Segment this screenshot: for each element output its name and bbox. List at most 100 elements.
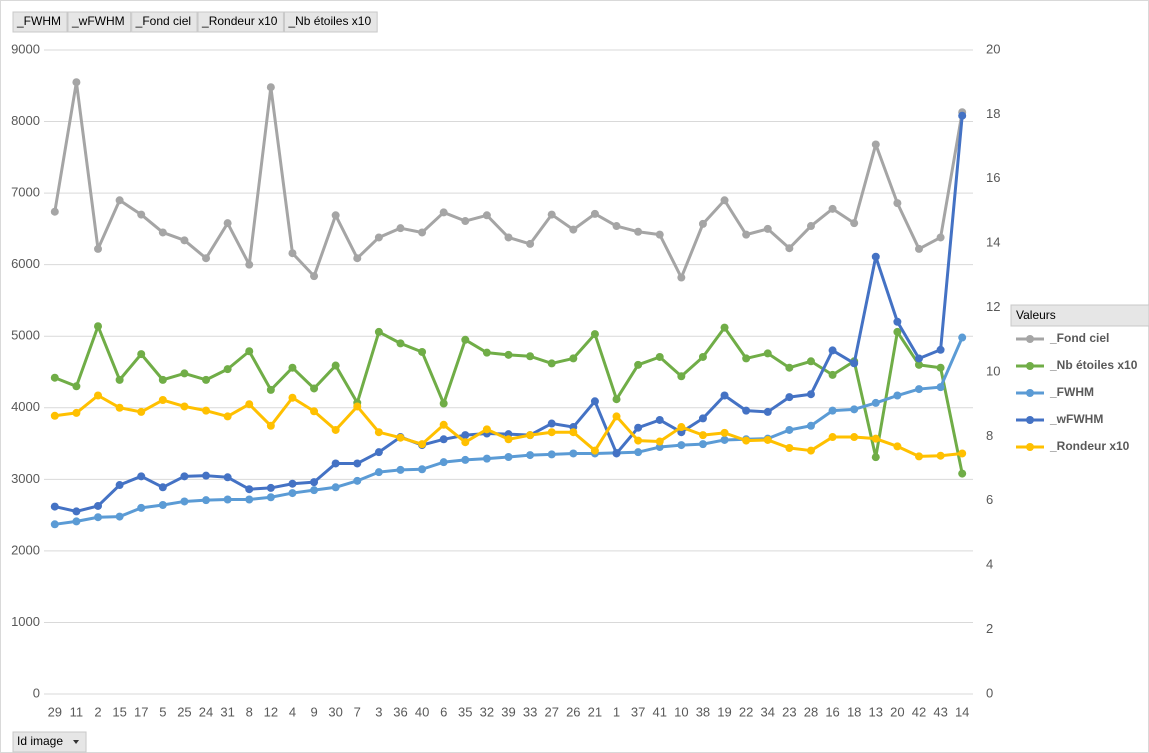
data-point [720, 435, 729, 444]
data-point [612, 449, 621, 458]
field-button[interactable]: _Nb étoiles x10 [283, 11, 378, 33]
data-point [439, 458, 448, 467]
y2-tick-label: 4 [986, 557, 993, 572]
data-point [482, 348, 491, 357]
data-point [72, 78, 81, 87]
data-point [785, 363, 794, 372]
data-point [94, 513, 103, 522]
data-point [310, 478, 319, 487]
data-point [612, 395, 621, 404]
data-point [547, 359, 556, 368]
x-tick-label: 15 [112, 704, 126, 719]
legend-label: _Rondeur x10 [1049, 439, 1130, 453]
data-point [418, 465, 427, 474]
data-point [655, 415, 664, 424]
data-point [655, 352, 664, 361]
legend-marker [1026, 335, 1034, 343]
legend-label: _FWHM [1049, 385, 1094, 399]
data-point [785, 393, 794, 402]
data-point [850, 359, 859, 368]
y-tick-label: 9000 [11, 41, 40, 56]
data-point [720, 196, 729, 205]
data-point [590, 209, 599, 218]
data-point [288, 363, 297, 372]
data-point [914, 354, 923, 363]
data-point [482, 425, 491, 434]
data-point [158, 396, 167, 405]
data-point [310, 272, 319, 281]
data-point [936, 233, 945, 242]
field-button[interactable]: _Fond ciel [131, 11, 198, 33]
x-tick-label: 33 [523, 704, 537, 719]
x-tick-label: 27 [544, 704, 558, 719]
field-button-label: _wFWHM [71, 14, 125, 28]
data-point [547, 210, 556, 219]
field-button-bg [67, 11, 132, 33]
data-point [547, 428, 556, 437]
data-point [785, 425, 794, 434]
x-tick-label: 2 [94, 704, 101, 719]
field-button-bg [131, 11, 198, 33]
field-button[interactable]: _Rondeur x10 [197, 11, 284, 33]
x-tick-label: 39 [501, 704, 515, 719]
field-button-label: _Nb étoiles x10 [287, 14, 371, 28]
data-point [634, 423, 643, 432]
x-tick-label: 35 [458, 704, 472, 719]
field-button[interactable]: _FWHM [12, 11, 68, 33]
data-point [698, 352, 707, 361]
data-point [245, 400, 254, 409]
data-point [763, 407, 772, 416]
data-point [158, 483, 167, 492]
data-point [828, 406, 837, 415]
axis-field-button-label: Id image [17, 734, 63, 748]
data-point [50, 411, 59, 420]
data-point [936, 345, 945, 354]
data-point [763, 349, 772, 358]
x-tick-label: 20 [890, 704, 904, 719]
y-tick-label: 7000 [11, 185, 40, 200]
data-point [590, 397, 599, 406]
data-point [115, 481, 124, 490]
x-tick-label: 25 [177, 704, 191, 719]
data-point [698, 219, 707, 228]
data-point [374, 327, 383, 336]
data-point [893, 442, 902, 451]
data-point [331, 425, 340, 434]
legend-marker [1026, 362, 1034, 370]
data-point [158, 228, 167, 237]
legend-label: _Fond ciel [1049, 331, 1109, 345]
data-point [245, 495, 254, 504]
data-point [266, 83, 275, 92]
data-point [936, 383, 945, 392]
data-point [137, 407, 146, 416]
data-point [677, 372, 686, 381]
data-point [526, 451, 535, 460]
field-button[interactable]: _wFWHM [67, 11, 132, 33]
data-point [137, 503, 146, 512]
x-tick-label: 18 [847, 704, 861, 719]
x-tick-label: 28 [804, 704, 818, 719]
data-point [439, 420, 448, 429]
data-point [504, 453, 513, 462]
axis-field-button[interactable]: Id image [12, 731, 87, 753]
axis-field-button-bg [12, 731, 87, 753]
data-point [331, 459, 340, 468]
data-point [331, 483, 340, 492]
x-tick-label: 16 [825, 704, 839, 719]
data-point [180, 472, 189, 481]
data-point [871, 453, 880, 462]
y2-tick-label: 18 [986, 106, 1000, 121]
data-point [936, 451, 945, 460]
y2-tick-label: 0 [986, 685, 993, 700]
data-point [331, 361, 340, 370]
data-point [677, 441, 686, 450]
data-point [806, 421, 815, 430]
x-tick-label: 4 [289, 704, 296, 719]
y-tick-label: 1000 [11, 614, 40, 629]
legend-title: Valeurs [1016, 308, 1056, 322]
data-point [677, 273, 686, 282]
data-point [828, 204, 837, 213]
data-point [353, 402, 362, 411]
data-point [742, 436, 751, 445]
data-point [893, 327, 902, 336]
